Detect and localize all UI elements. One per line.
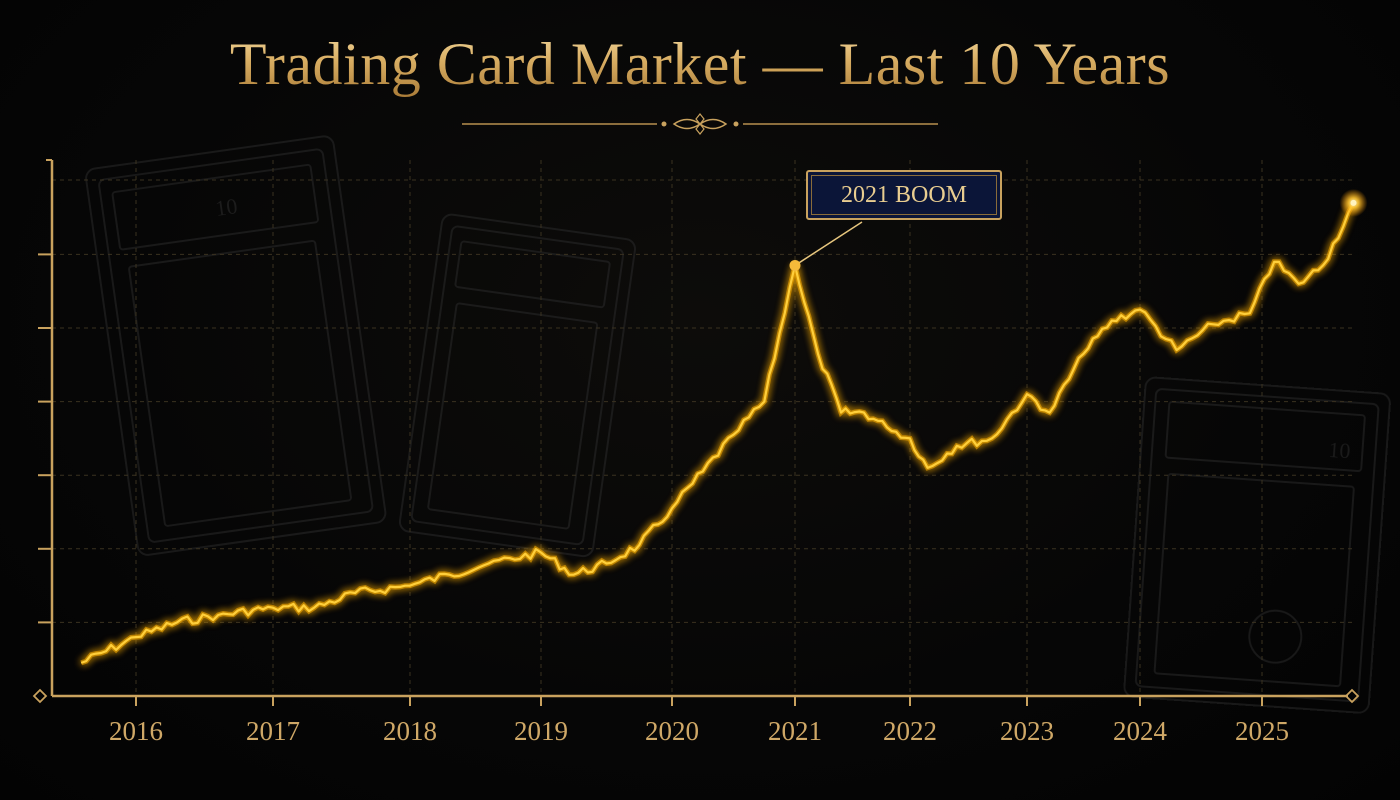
- graded-slab-left: 10: [85, 135, 387, 556]
- svg-text:10: 10: [214, 193, 239, 221]
- graded-slab-center: [398, 213, 637, 558]
- x-tick-label-2021: 2021: [768, 716, 822, 746]
- x-tick-label-2024: 2024: [1113, 716, 1167, 746]
- x-tick-label-2023: 2023: [1000, 716, 1054, 746]
- x-tick-label-2018: 2018: [383, 716, 437, 746]
- x-tick-label-2020: 2020: [645, 716, 699, 746]
- graded-slab-right: 10: [1123, 376, 1391, 714]
- annotation-marker: [789, 221, 863, 271]
- svg-text:10: 10: [1328, 437, 1352, 463]
- x-tick-label-2017: 2017: [246, 716, 300, 746]
- series-line: [80, 188, 1368, 666]
- callout-label: 2021 BOOM: [840, 181, 967, 208]
- x-tick-label-2022: 2022: [883, 716, 937, 746]
- boom-callout: 2021 BOOM: [806, 170, 1002, 220]
- x-tick-label-2025: 2025: [1235, 716, 1289, 746]
- title-divider-ornament: [462, 113, 938, 135]
- gridlines: [52, 160, 1352, 696]
- chart-title: Trading Card Market — Last 10 Years: [0, 30, 1400, 99]
- x-tick-label-2016: 2016: [109, 716, 163, 746]
- x-tick-label-2019: 2019: [514, 716, 568, 746]
- axes: [32, 159, 1360, 706]
